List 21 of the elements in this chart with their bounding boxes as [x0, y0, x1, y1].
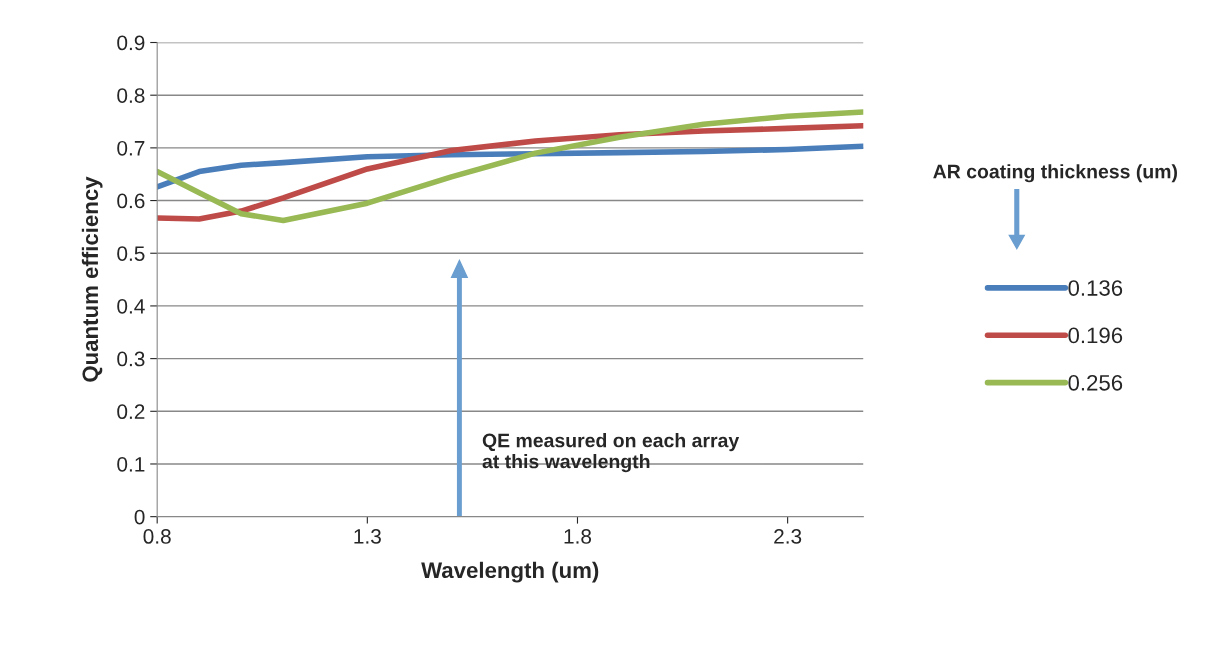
x-tick-label: 1.8	[564, 529, 592, 544]
annotation: QE measured on each array at this wavelength	[482, 433, 740, 473]
x-tick-label: 0.8	[143, 529, 171, 544]
y-axis-title: Quantum efficiency	[81, 176, 103, 382]
y-tick-label: 0.3	[117, 351, 145, 367]
x-axis-title: Wavelength (um)	[421, 561, 599, 583]
y-tick-label: 0.7	[117, 140, 145, 156]
y-tick-label: 0.5	[117, 246, 145, 261]
x-tick-label: 1.3	[354, 529, 381, 544]
legend-label: 0.256	[1068, 374, 1123, 391]
y-tick-label: 0.9	[117, 35, 145, 51]
legend-label: 0.136	[1068, 280, 1123, 296]
y-tick-label: 0.6	[117, 193, 145, 209]
y-tick-label: 0.2	[117, 404, 145, 420]
y-tick-label: 0.8	[117, 88, 145, 103]
legend-label: 0.196	[1068, 327, 1123, 344]
x-tick-label: 2.3	[774, 529, 802, 544]
y-tick-label: 0.1	[117, 456, 145, 472]
y-tick-label: 0.4	[117, 298, 145, 314]
y-tick-label: 0	[134, 509, 145, 525]
legend-title: AR coating thickness (um)	[933, 164, 1177, 183]
